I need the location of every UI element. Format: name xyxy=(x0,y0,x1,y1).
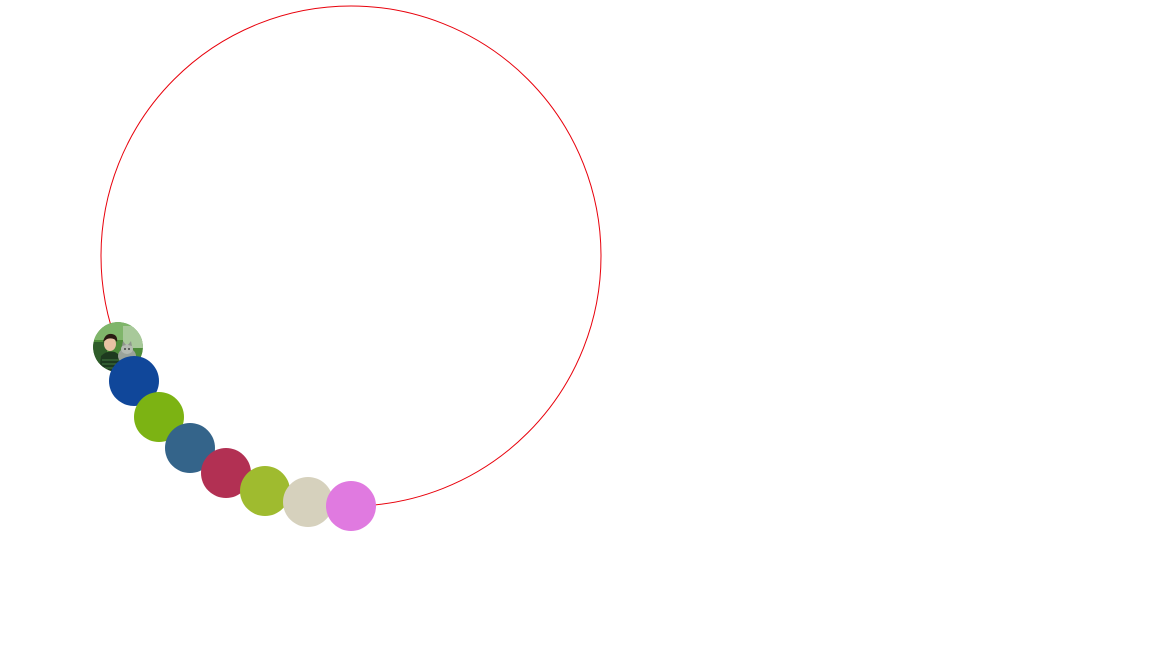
orb-pink[interactable] xyxy=(326,481,376,531)
orb-beige[interactable] xyxy=(283,477,333,527)
orb-lime[interactable] xyxy=(240,466,290,516)
